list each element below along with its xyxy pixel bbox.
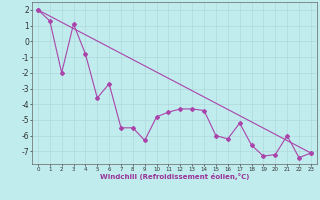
X-axis label: Windchill (Refroidissement éolien,°C): Windchill (Refroidissement éolien,°C) bbox=[100, 173, 249, 180]
